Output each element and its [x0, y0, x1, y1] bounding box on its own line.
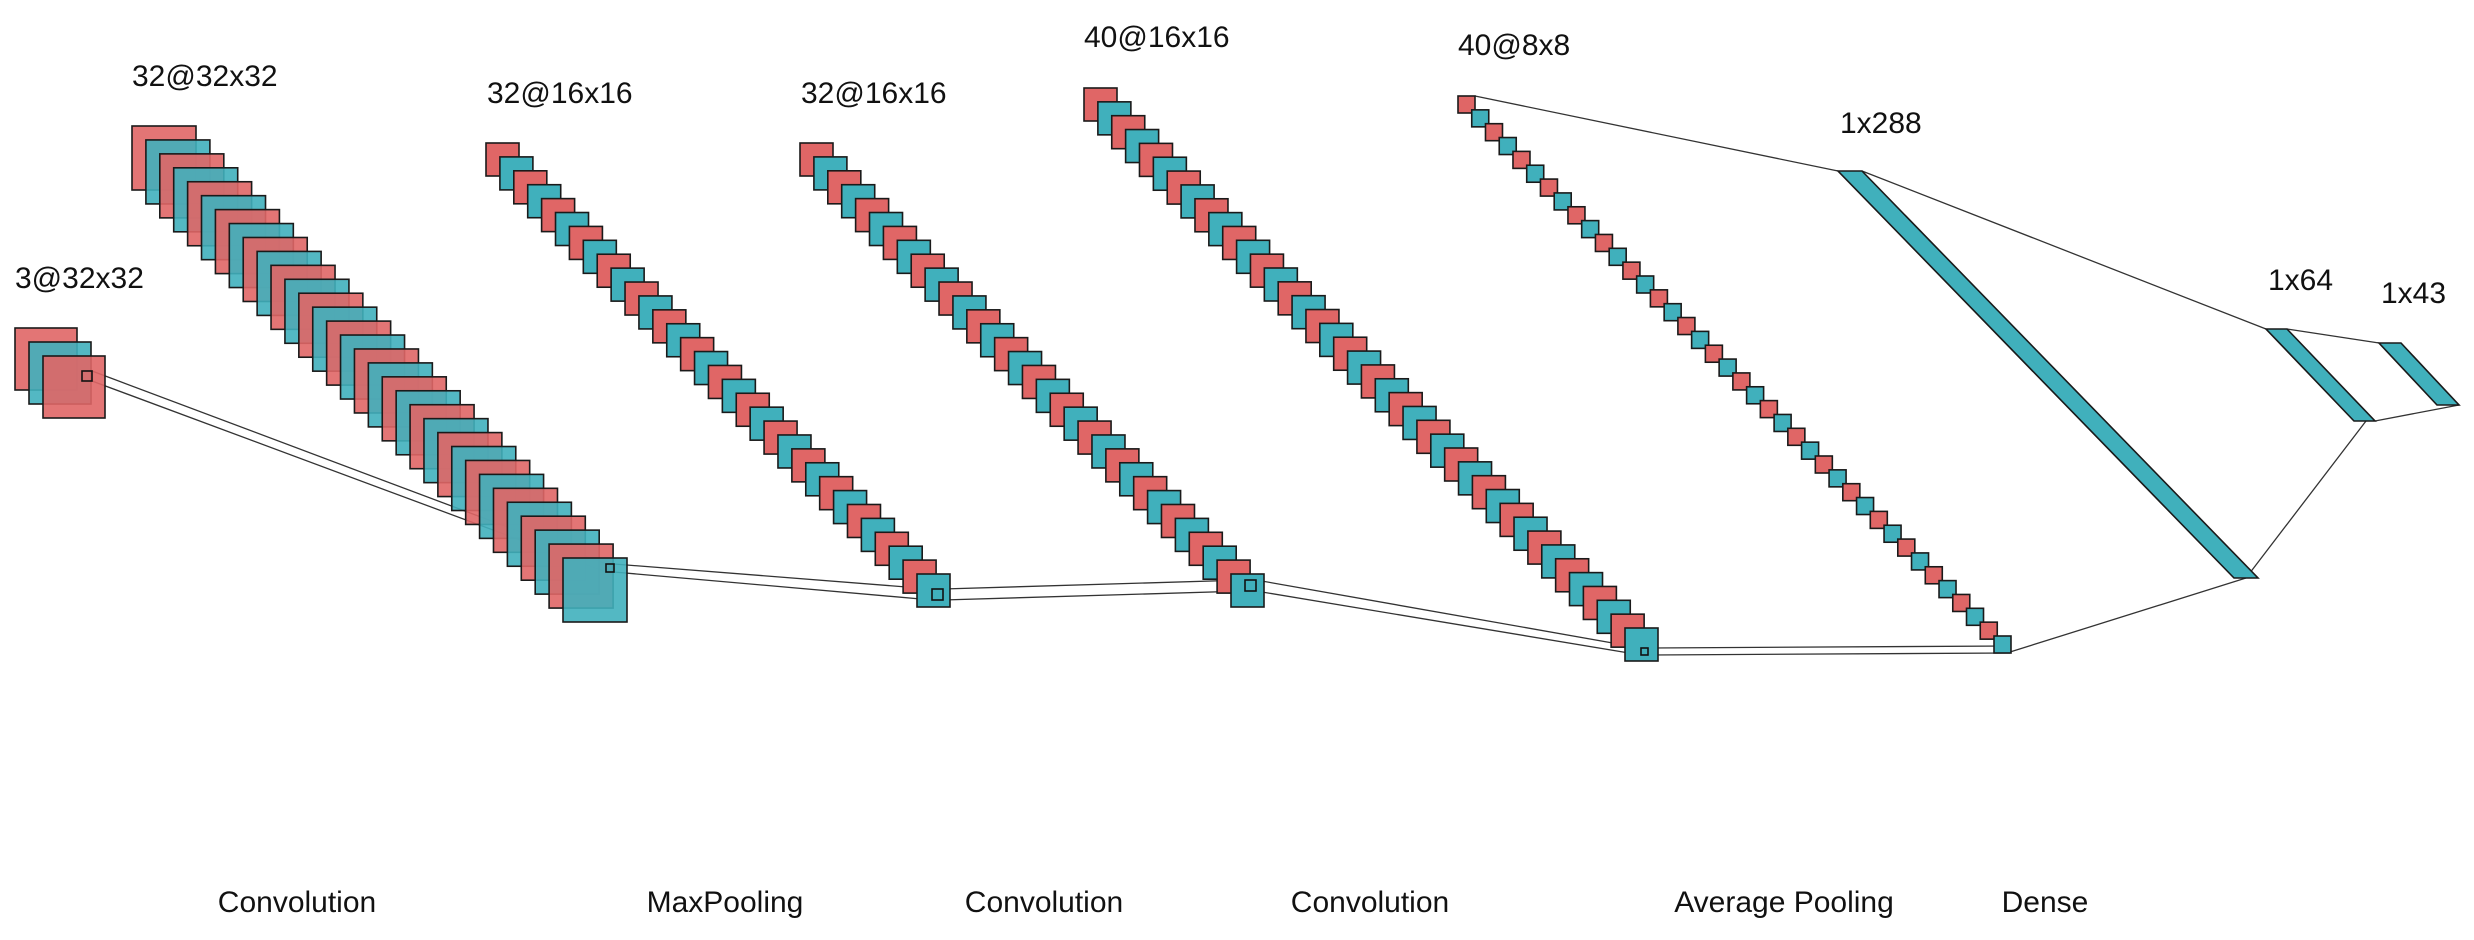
feature-map [1525, 164, 1545, 184]
kernel-window [81, 370, 93, 382]
kernel-windows [81, 370, 1649, 656]
feature-map [1677, 316, 1696, 336]
feature-map [1608, 247, 1627, 267]
feature-map [1594, 233, 1614, 253]
feature-map [562, 557, 628, 623]
operation-labels: Convolution MaxPooling Convolution Convo… [218, 886, 2089, 919]
connection-line [1647, 652, 2011, 656]
connection-line [1861, 170, 2267, 330]
feature-map [1580, 219, 1600, 239]
layer-stacks [14, 87, 2461, 662]
connection-line [613, 571, 933, 601]
feature-map [1567, 205, 1586, 225]
feature-map [1624, 627, 1659, 662]
feature-map [42, 355, 106, 419]
feature-map-stack-5 [1083, 87, 1659, 662]
feature-map [1993, 635, 2012, 654]
connection-line [2245, 420, 2367, 579]
layer-label-dense2: 1x64 [2268, 264, 2333, 297]
feature-map [1842, 482, 1861, 502]
kernel-window [931, 588, 944, 601]
connection-line [2374, 404, 2460, 422]
operation-label-dense: Dense [2002, 886, 2089, 919]
dense-layer-64 [2264, 328, 2377, 422]
layer-label-pool1: 32@16x16 [487, 77, 633, 110]
kernel-window [605, 563, 615, 573]
feature-map [1965, 607, 1985, 627]
connection-line [1647, 645, 2011, 649]
kernel-window [1244, 579, 1257, 592]
feature-map [1773, 413, 1792, 433]
feature-map [1745, 385, 1765, 405]
feature-map [1924, 565, 1944, 585]
feature-map [1800, 441, 1820, 460]
feature-map [1663, 302, 1682, 322]
feature-map [1896, 538, 1916, 557]
feature-map [1883, 524, 1902, 544]
feature-map [1951, 593, 1971, 613]
layer-label-dense1: 1x288 [1840, 107, 1922, 140]
layer-labels: 3@32x32 32@32x32 32@16x16 32@16x16 40@16… [15, 21, 2446, 310]
feature-map [1498, 136, 1518, 156]
operation-label-convolution-1: Convolution [218, 886, 376, 919]
feature-map [1649, 289, 1669, 308]
operation-label-maxpooling: MaxPooling [647, 886, 804, 919]
connection-line [942, 590, 1246, 601]
feature-map [1553, 192, 1573, 211]
feature-map [1787, 427, 1806, 447]
feature-map [1732, 372, 1751, 391]
operation-label-convolution-2: Convolution [965, 886, 1123, 919]
connection-line [1255, 579, 1642, 649]
feature-map [1718, 358, 1737, 377]
layer-label-input: 3@32x32 [15, 262, 144, 295]
feature-map [1539, 178, 1559, 197]
layer-label-output: 1x43 [2381, 277, 2446, 310]
feature-map-stack-2 [131, 125, 628, 623]
feature-map [1622, 261, 1641, 280]
layer-label-pool2: 40@8x8 [1458, 29, 1570, 62]
operation-label-average-pooling: Average Pooling [1674, 886, 1894, 919]
feature-map [1828, 469, 1847, 488]
feature-map [1869, 510, 1889, 530]
layer-label-conv3: 40@16x16 [1084, 21, 1230, 54]
feature-map [1470, 109, 1490, 128]
feature-map [1855, 496, 1875, 516]
connection-line [2009, 577, 2247, 653]
dense-layer-43 [2377, 342, 2461, 406]
feature-map [1979, 621, 1999, 640]
feature-map [1938, 579, 1957, 599]
connection-line [1474, 95, 1839, 172]
feature-map [916, 573, 951, 608]
connection-line [613, 563, 933, 590]
feature-map [1759, 399, 1779, 419]
feature-map [1484, 122, 1504, 142]
connection-line [1255, 590, 1642, 656]
feature-map [1635, 275, 1655, 294]
operation-label-convolution-3: Convolution [1291, 886, 1449, 919]
feature-map-stack-4 [799, 142, 1265, 608]
kernel-window [1640, 647, 1649, 656]
dense-layer-288 [1836, 170, 2260, 579]
feature-map [1910, 552, 1930, 571]
feature-map [1704, 344, 1724, 364]
connection-line [942, 579, 1246, 590]
feature-map-stack-3 [485, 142, 951, 608]
feature-map [1814, 455, 1834, 474]
feature-map-stack-6 [1457, 95, 2012, 654]
layer-label-conv2: 32@16x16 [801, 77, 947, 110]
layer-label-conv1: 32@32x32 [132, 60, 278, 93]
connection-lines [91, 95, 2460, 656]
connection-line [2286, 328, 2380, 344]
feature-map [1457, 95, 1476, 114]
feature-map-stack-1 [14, 327, 106, 419]
feature-map [1690, 330, 1710, 350]
feature-map [1512, 150, 1531, 170]
